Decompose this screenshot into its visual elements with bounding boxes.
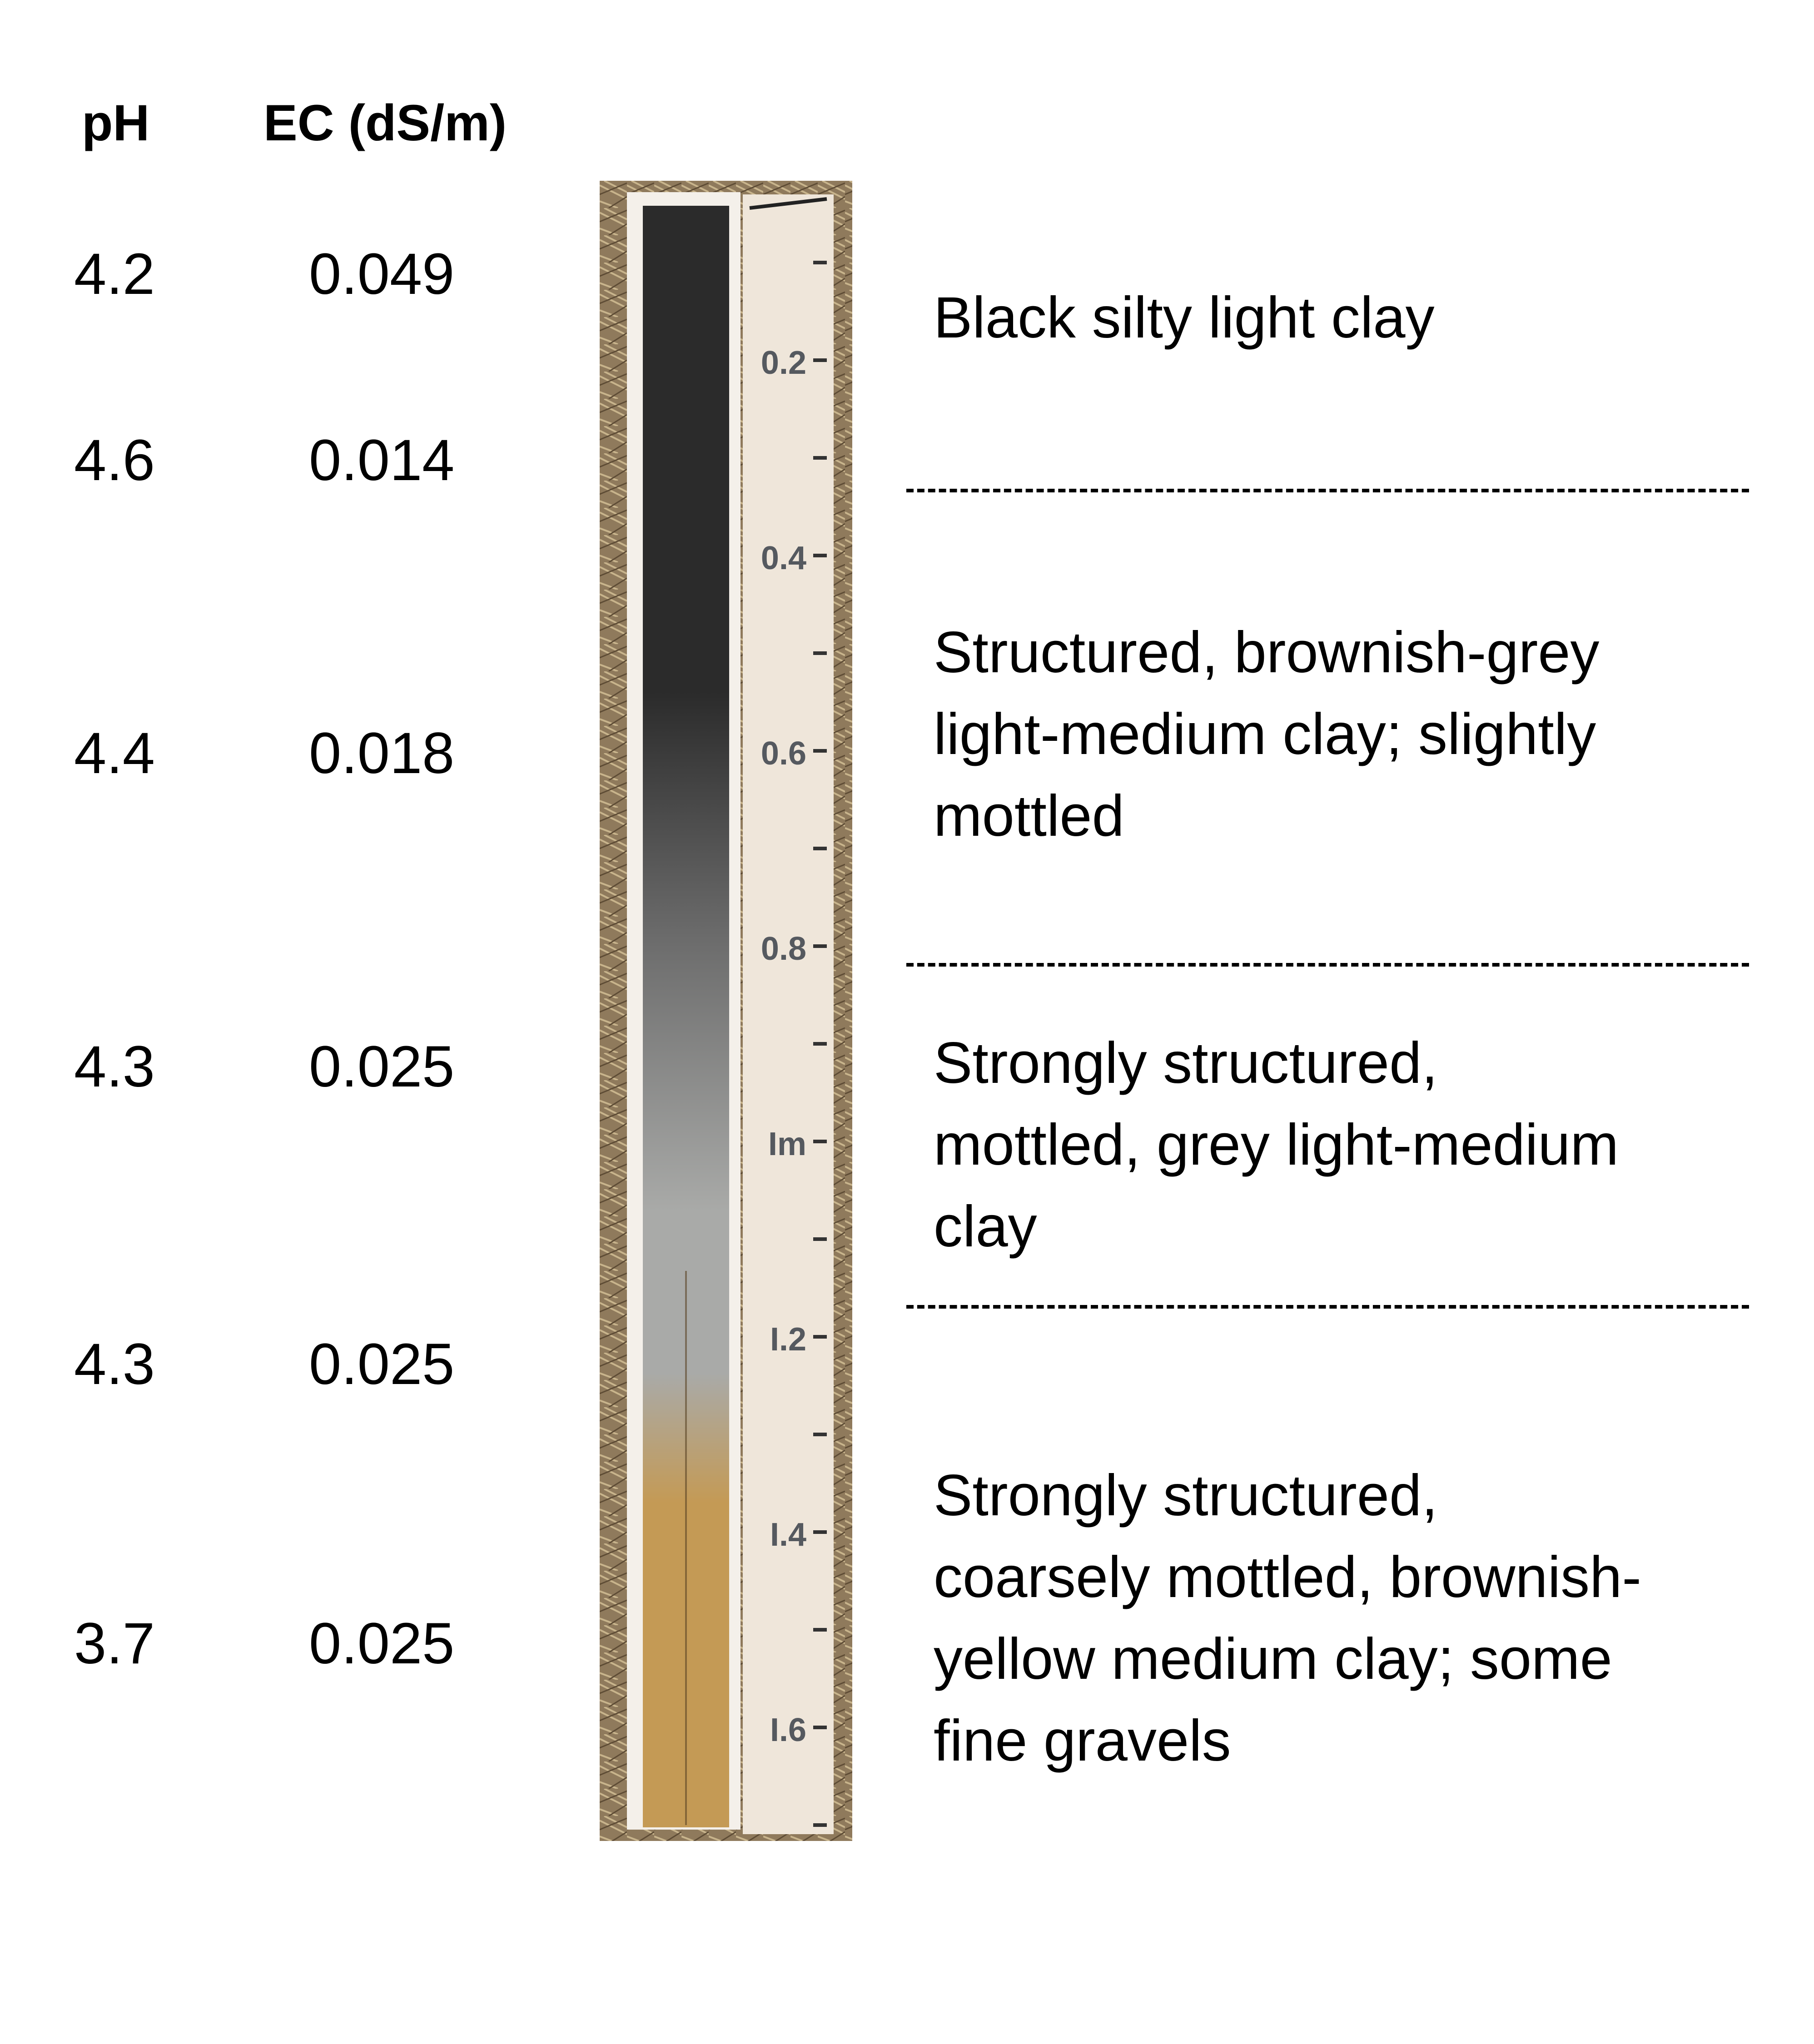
ec-value: 0.025 [309, 1332, 455, 1397]
ruler-depth-label: Im [768, 1126, 806, 1162]
ph-value: 4.6 [74, 428, 155, 493]
horizon-line: Strongly structured, [934, 1463, 1438, 1528]
ec-value: 0.025 [309, 1034, 455, 1099]
ruler-depth-label: 0.4 [761, 540, 806, 576]
horizon-line: light-medium clay; slightly [934, 702, 1596, 767]
ec-value: 0.049 [309, 242, 455, 307]
ruler-depth-label: 0.8 [761, 931, 806, 967]
ec-column-header: EC (dS/m) [263, 94, 507, 151]
horizon-line: mottled, grey light-medium [934, 1112, 1619, 1177]
horizon-line: Structured, brownish-grey [934, 620, 1600, 685]
ruler-ticks [813, 261, 827, 1827]
horizon-line: clay [934, 1194, 1037, 1259]
ruler-depth-label: 0.2 [761, 345, 806, 381]
ec-value: 0.018 [309, 721, 455, 786]
ruler-depth-label: I.4 [770, 1517, 806, 1553]
ph-value: 4.4 [74, 721, 155, 786]
ruler-labels: 0.2 0.4 0.6 0.8 Im I.2 I.4 I.6 [761, 345, 806, 1748]
soil-core-photo: 0.2 0.4 0.6 0.8 Im I.2 I.4 I.6 [600, 181, 852, 1841]
horizon-separator [906, 963, 1749, 967]
ruler-depth-label: I.6 [770, 1712, 806, 1748]
horizon-description-3: Strongly structured, mottled, grey light… [934, 1022, 1788, 1268]
horizon-line: Strongly structured, [934, 1031, 1438, 1096]
ec-value: 0.014 [309, 428, 455, 493]
horizon-line: Black silty light clay [934, 285, 1435, 350]
horizon-separator [906, 489, 1749, 492]
horizon-line: coarsely mottled, brownish- [934, 1545, 1641, 1610]
ph-value: 4.2 [74, 242, 155, 307]
ph-value: 4.3 [74, 1034, 155, 1099]
ph-value: 4.3 [74, 1332, 155, 1397]
horizon-line: yellow medium clay; some [934, 1627, 1612, 1692]
ec-value: 0.025 [309, 1611, 455, 1676]
ruler-top-mark [749, 197, 827, 210]
horizon-description-2: Structured, brownish-grey light-medium c… [934, 612, 1788, 857]
horizon-description-4: Strongly structured, coarsely mottled, b… [934, 1455, 1788, 1782]
horizon-line: mottled [934, 784, 1124, 848]
ruler-depth-label: I.2 [770, 1321, 806, 1358]
ph-column-header: pH [82, 94, 150, 151]
horizon-line: fine gravels [934, 1708, 1231, 1773]
horizon-description-1: Black silty light clay [934, 277, 1788, 359]
ph-value: 3.7 [74, 1611, 155, 1676]
ruler-depth-label: 0.6 [761, 735, 806, 772]
ruler [743, 194, 834, 1834]
horizon-separator [906, 1305, 1749, 1309]
